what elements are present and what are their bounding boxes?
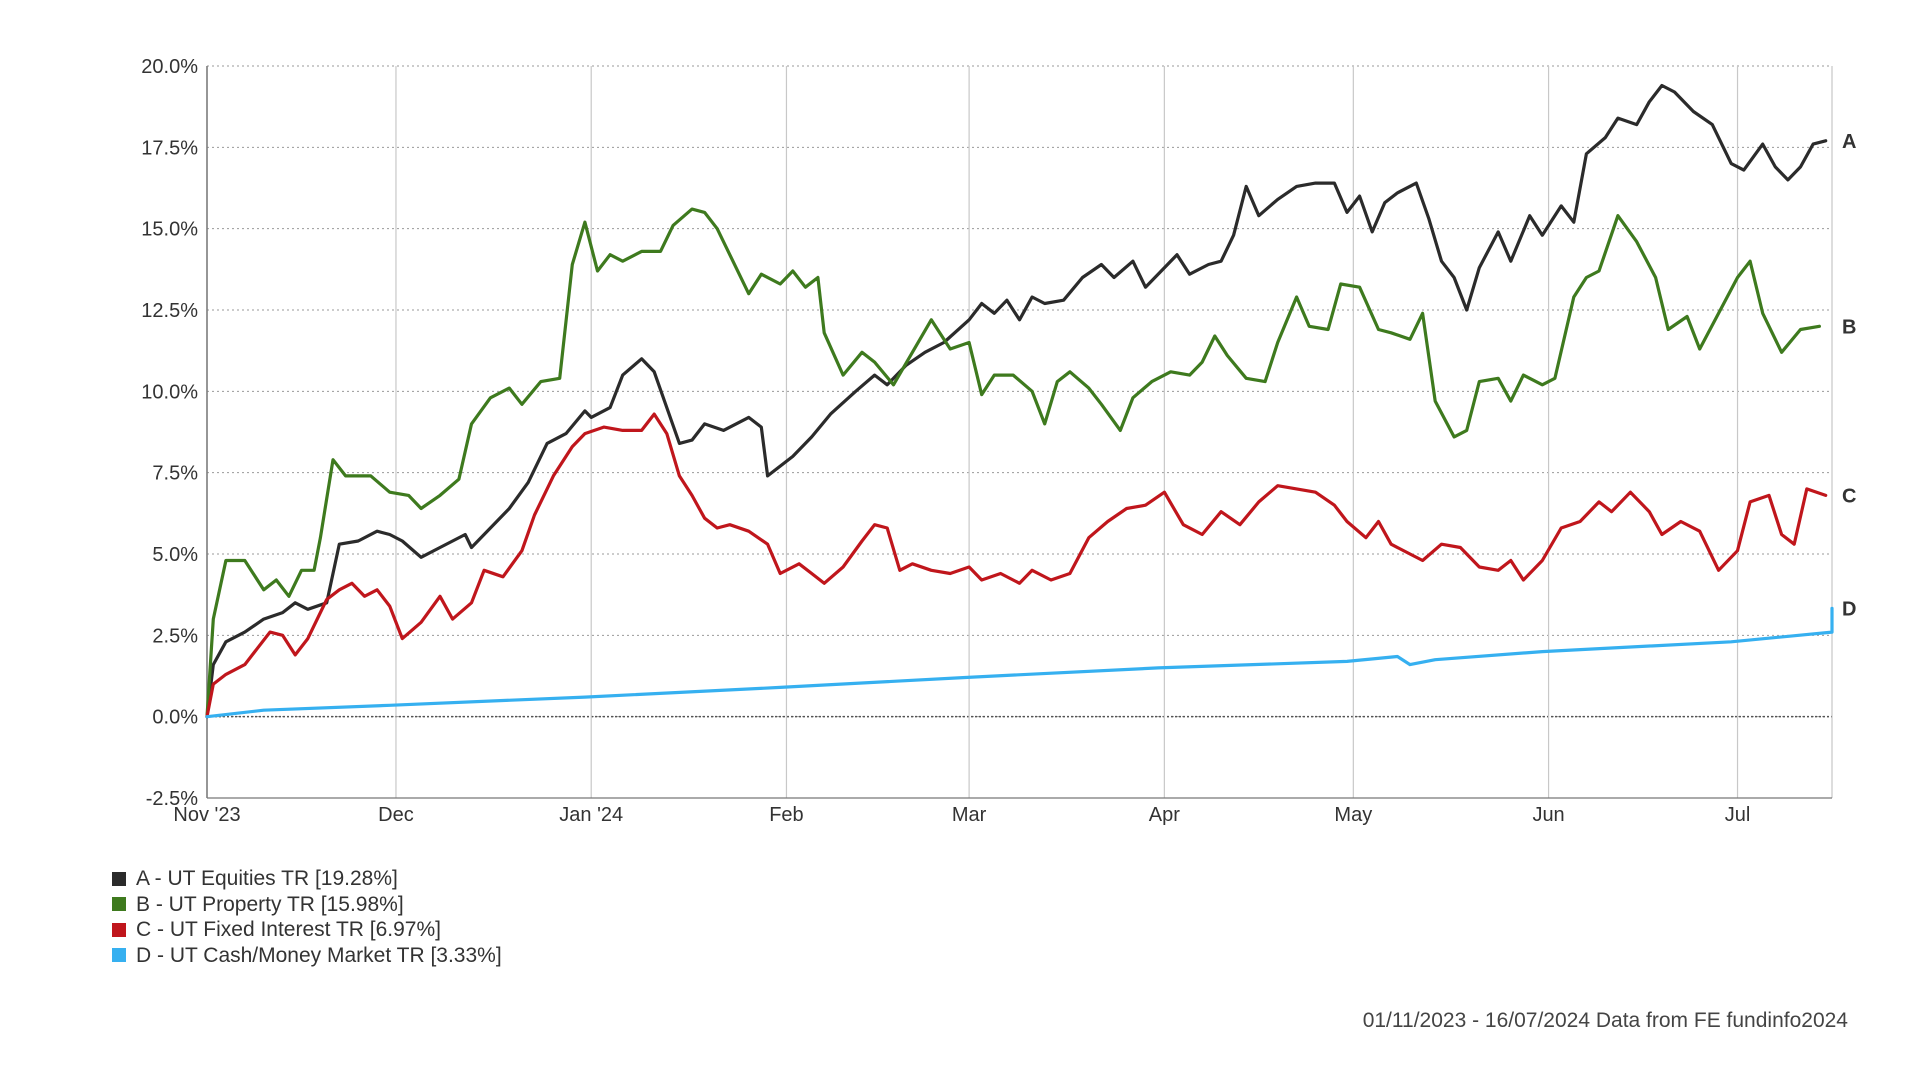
- chart-svg: 20.0% 17.5% 15.0% 12.5% 10.0% 7.5% 5.0% 2.5% 0.0…: [141, 56, 1856, 826]
- legend-label-c: C - UT Fixed Interest TR [6.97%]: [136, 918, 441, 941]
- y-tick-label: 20.0%: [141, 56, 198, 78]
- series-line-c: [205, 412, 1828, 719]
- y-tick-label: 12.5%: [141, 300, 198, 322]
- x-tick-label: Jun: [1532, 804, 1564, 826]
- legend-item-c: C - UT Fixed Interest TR [6.97%]: [112, 917, 502, 943]
- series-line-b: [205, 207, 1821, 719]
- end-labels: A B C D: [1842, 131, 1856, 621]
- x-tick-label: Mar: [952, 804, 987, 826]
- y-tick-label: 5.0%: [152, 544, 198, 566]
- series-line-d: [205, 606, 1834, 719]
- source-note: 01/11/2023 - 16/07/2024 Data from FE fun…: [1362, 1009, 1848, 1032]
- legend-item-a: A - UT Equities TR [19.28%]: [112, 866, 502, 892]
- x-tick-label: Nov '23: [173, 804, 240, 826]
- y-tick-label: 17.5%: [141, 137, 198, 159]
- end-label-d: D: [1842, 598, 1856, 620]
- y-tick-label: -2.5%: [146, 788, 198, 810]
- x-tick-label: May: [1334, 804, 1372, 826]
- y-tick-label: 10.0%: [141, 381, 198, 403]
- legend-label-a: A - UT Equities TR [19.28%]: [136, 867, 398, 890]
- x-tick-label: Apr: [1149, 804, 1180, 826]
- end-label-c: C: [1842, 485, 1856, 507]
- legend-label-d: D - UT Cash/Money Market TR [3.33%]: [136, 943, 502, 967]
- x-tick-label: Jul: [1725, 804, 1751, 826]
- y-tick-label: 2.5%: [152, 625, 198, 647]
- y-tick-label: 7.5%: [152, 463, 198, 485]
- legend-swatch-c: [112, 922, 126, 937]
- legend-swatch-a: [112, 871, 126, 886]
- legend-item-d: D - UT Cash/Money Market TR [3.33%]: [112, 943, 502, 969]
- end-label-b: B: [1842, 316, 1856, 338]
- series-line-a: [205, 83, 1828, 719]
- line-chart: 20.0% 17.5% 15.0% 12.5% 10.0% 7.5% 5.0% 2.5% 0.0…: [141, 56, 1856, 826]
- x-tick-label: Jan '24: [559, 804, 623, 826]
- legend-swatch-b: [112, 897, 126, 912]
- end-label-a: A: [1842, 131, 1856, 153]
- x-tick-label: Dec: [378, 804, 414, 826]
- legend-label-b: B - UT Property TR [15.98%]: [136, 892, 404, 916]
- y-tick-label: 15.0%: [141, 219, 198, 241]
- series-lines: [205, 83, 1834, 719]
- legend-item-b: B - UT Property TR [15.98%]: [112, 892, 502, 918]
- legend-swatch-d: [112, 948, 126, 963]
- legend: A - UT Equities TR [19.28%] B - UT Prope…: [112, 866, 502, 968]
- y-tick-label: 0.0%: [152, 707, 198, 729]
- axes: 20.0% 17.5% 15.0% 12.5% 10.0% 7.5% 5.0% 2.5% 0.0…: [141, 56, 1833, 826]
- gridlines: [206, 65, 1832, 799]
- x-tick-label: Feb: [769, 804, 803, 826]
